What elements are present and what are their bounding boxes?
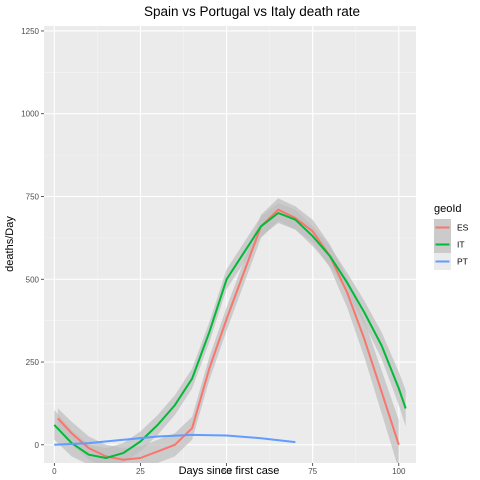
series-line-es (57, 208, 400, 461)
y-tick-label: 500 (26, 275, 40, 284)
y-axis: 0 250 500 750 1000 1250 (21, 27, 44, 450)
panel-background (44, 26, 416, 463)
plot-panel (44, 26, 416, 463)
y-axis-title: deaths/Day (4, 216, 16, 272)
series-line-it (53, 212, 407, 459)
x-axis: 0 25 50 75 100 (52, 463, 406, 476)
legend-label-pt: PT (457, 257, 468, 267)
x-tick-label: 100 (392, 467, 406, 476)
x-axis-title: Days since first case (179, 465, 280, 477)
x-tick-label: 0 (52, 467, 57, 476)
y-tick-label: 250 (26, 358, 40, 367)
x-tick-label: 25 (136, 467, 145, 476)
x-tick-label: 75 (308, 467, 317, 476)
y-tick-label: 750 (26, 192, 40, 201)
legend: geoId ES IT PT (434, 203, 469, 270)
x-tick-label: 50 (222, 467, 231, 476)
plot-area (53, 198, 407, 463)
y-tick-label: 1000 (21, 110, 39, 119)
y-tick-label: 1250 (21, 27, 39, 36)
chart-title: Spain vs Portugal vs Italy death rate (144, 4, 360, 19)
legend-label-es: ES (457, 223, 469, 233)
legend-title: geoId (434, 203, 462, 215)
series-line-pt (54, 433, 296, 446)
y-tick-label: 0 (35, 441, 40, 450)
legend-label-it: IT (457, 240, 465, 250)
